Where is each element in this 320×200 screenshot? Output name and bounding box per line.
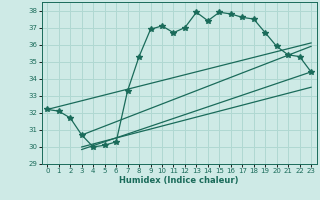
X-axis label: Humidex (Indice chaleur): Humidex (Indice chaleur) — [119, 176, 239, 185]
